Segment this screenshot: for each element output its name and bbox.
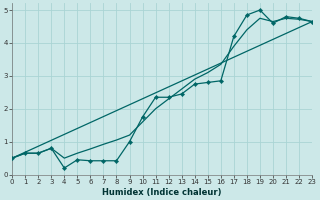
X-axis label: Humidex (Indice chaleur): Humidex (Indice chaleur) — [102, 188, 222, 197]
